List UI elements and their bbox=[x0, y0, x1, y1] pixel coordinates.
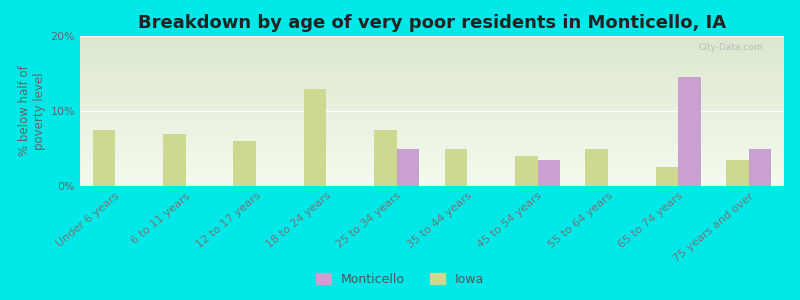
Bar bbox=[304, 88, 326, 186]
Bar bbox=[656, 167, 678, 186]
Bar bbox=[234, 141, 256, 186]
Bar bbox=[515, 156, 538, 186]
Bar bbox=[586, 148, 608, 186]
Bar bbox=[397, 148, 419, 186]
Bar bbox=[93, 130, 115, 186]
Text: City-Data.com: City-Data.com bbox=[698, 44, 763, 52]
Bar bbox=[374, 130, 397, 186]
Bar bbox=[726, 160, 749, 186]
Bar bbox=[163, 134, 186, 186]
Title: Breakdown by age of very poor residents in Monticello, IA: Breakdown by age of very poor residents … bbox=[138, 14, 726, 32]
Bar bbox=[445, 148, 467, 186]
Bar bbox=[538, 160, 560, 186]
Bar bbox=[678, 77, 701, 186]
Y-axis label: % below half of
poverty level: % below half of poverty level bbox=[18, 66, 46, 156]
Legend: Monticello, Iowa: Monticello, Iowa bbox=[311, 268, 489, 291]
Bar bbox=[749, 148, 771, 186]
